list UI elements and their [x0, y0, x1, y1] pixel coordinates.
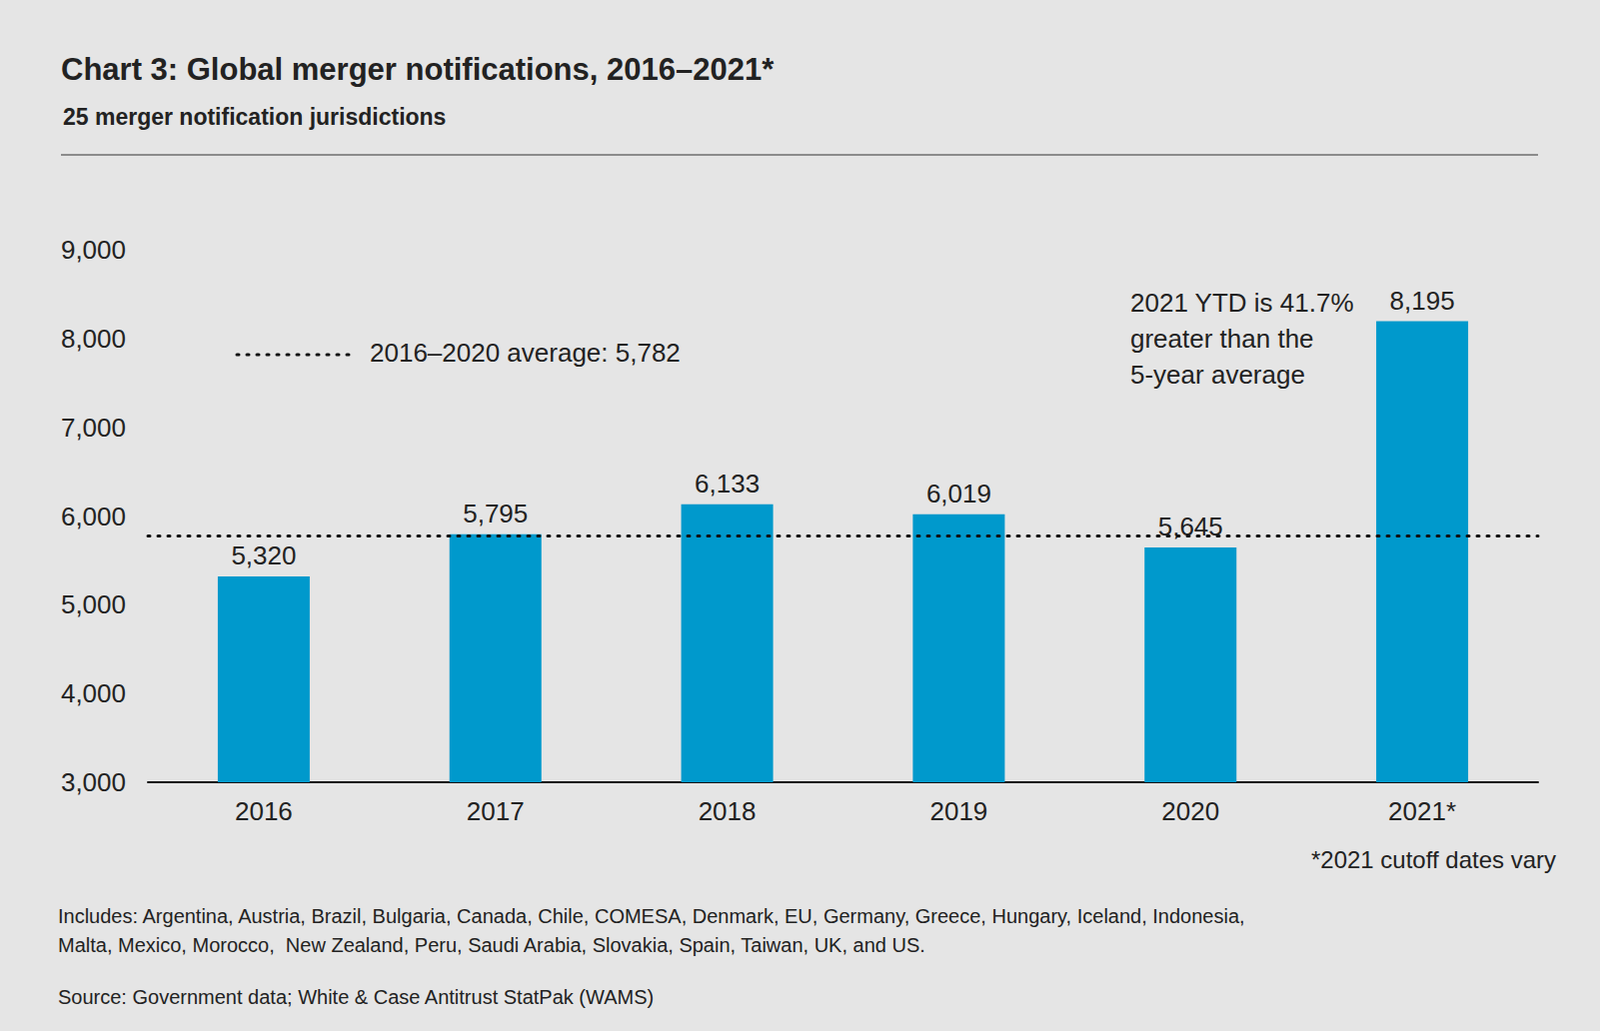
- svg-text:5,795: 5,795: [462, 498, 528, 529]
- svg-text:9,000: 9,000: [60, 234, 126, 265]
- svg-text:Source: Government data; White: Source: Government data; White & Case An…: [57, 986, 654, 1009]
- svg-text:7,000: 7,000: [60, 412, 126, 443]
- svg-text:6,019: 6,019: [926, 478, 992, 509]
- svg-text:5,645: 5,645: [1157, 511, 1224, 542]
- svg-text:2016–2020 average: 5,782: 2016–2020 average: 5,782: [369, 337, 681, 368]
- svg-text:greater than the: greater than the: [1130, 323, 1315, 354]
- svg-text:2019: 2019: [929, 796, 988, 827]
- svg-text:5,320: 5,320: [230, 540, 296, 571]
- svg-text:8,195: 8,195: [1390, 285, 1456, 316]
- svg-text:2020: 2020: [1161, 796, 1220, 827]
- svg-text:*2021 cutoff dates vary: *2021 cutoff dates vary: [1311, 846, 1557, 874]
- svg-text:2016: 2016: [234, 796, 293, 827]
- svg-text:Includes: Argentina, Austria,: Includes: Argentina, Austria, Brazil, Bu…: [57, 905, 1246, 928]
- svg-text:Chart 3: Global merger notific: Chart 3: Global merger notifications, 20…: [60, 51, 775, 87]
- svg-text:6,000: 6,000: [60, 501, 126, 532]
- svg-text:25 merger notification jurisdi: 25 merger notification jurisdictions: [62, 103, 446, 130]
- svg-text:Malta, Mexico, Morocco, New Z: Malta, Mexico, Morocco, New Zealand, Per…: [57, 934, 926, 957]
- svg-text:5-year average: 5-year average: [1130, 359, 1306, 390]
- svg-text:4,000: 4,000: [60, 678, 126, 709]
- svg-text:5,000: 5,000: [60, 589, 126, 620]
- svg-text:3,000: 3,000: [60, 767, 126, 798]
- svg-text:6,133: 6,133: [694, 468, 760, 499]
- svg-text:2017: 2017: [466, 796, 525, 827]
- svg-text:2021 YTD is 41.7%: 2021 YTD is 41.7%: [1130, 287, 1355, 318]
- svg-text:2018: 2018: [698, 796, 757, 827]
- svg-text:8,000: 8,000: [60, 323, 126, 354]
- svg-text:2021*: 2021*: [1388, 796, 1457, 827]
